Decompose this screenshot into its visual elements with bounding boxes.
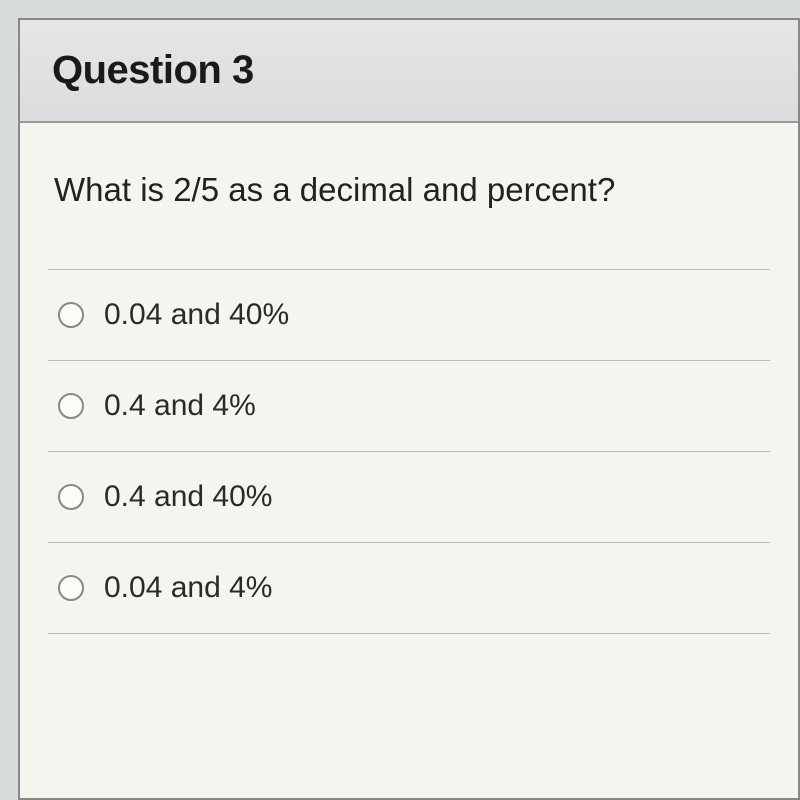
- question-body: What is 2/5 as a decimal and percent? 0.…: [20, 123, 798, 798]
- option-row[interactable]: 0.4 and 40%: [48, 451, 770, 542]
- option-row[interactable]: 0.04 and 4%: [48, 542, 770, 634]
- question-title: Question 3: [52, 48, 766, 93]
- question-prompt: What is 2/5 as a decimal and percent?: [48, 171, 770, 209]
- radio-icon[interactable]: [58, 393, 84, 419]
- option-label: 0.4 and 4%: [104, 389, 256, 423]
- options-list: 0.04 and 40% 0.4 and 4% 0.4 and 40% 0.04…: [48, 269, 770, 634]
- option-row[interactable]: 0.4 and 4%: [48, 360, 770, 451]
- option-row[interactable]: 0.04 and 40%: [48, 269, 770, 360]
- option-label: 0.04 and 40%: [104, 298, 289, 332]
- radio-icon[interactable]: [58, 302, 84, 328]
- radio-icon[interactable]: [58, 484, 84, 510]
- radio-icon[interactable]: [58, 575, 84, 601]
- option-label: 0.04 and 4%: [104, 571, 272, 605]
- question-header: Question 3: [20, 20, 798, 123]
- option-label: 0.4 and 40%: [104, 480, 272, 514]
- question-card: Question 3 What is 2/5 as a decimal and …: [18, 18, 800, 800]
